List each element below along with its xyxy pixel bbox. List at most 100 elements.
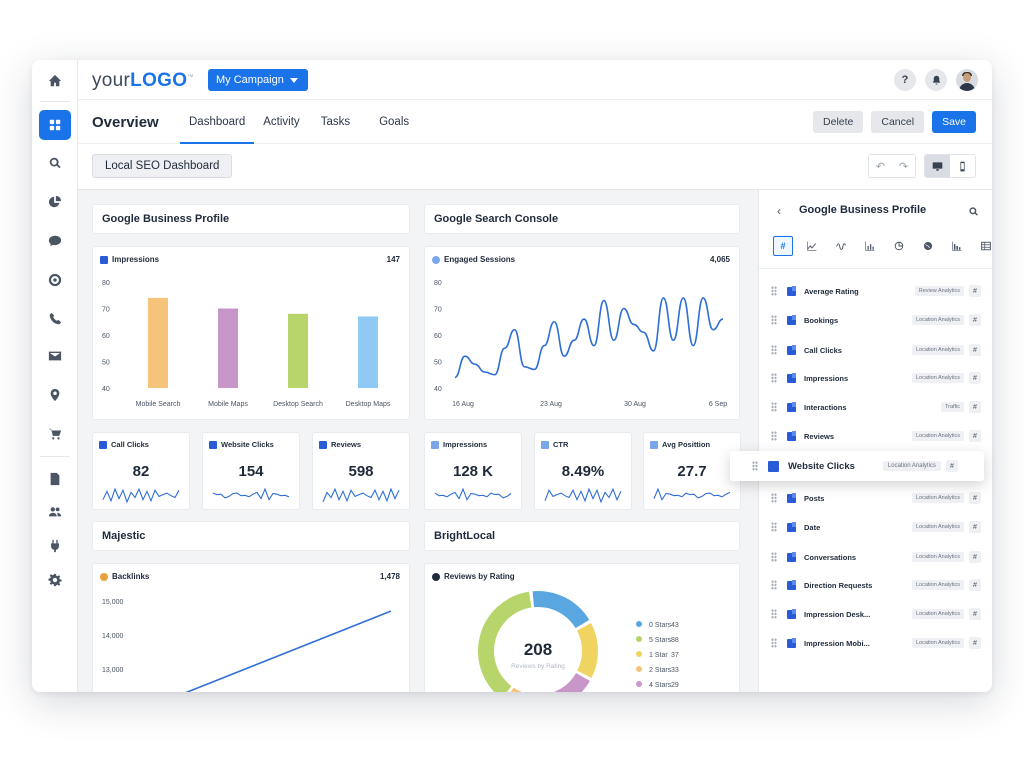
drag-handle-icon[interactable] <box>771 552 777 562</box>
pie-chart-icon[interactable] <box>39 187 71 217</box>
donut-slice[interactable] <box>478 591 532 692</box>
bar[interactable] <box>148 297 168 388</box>
series-line[interactable] <box>454 297 724 379</box>
metric-list-item[interactable]: Direction Requests Location Analytics # <box>771 574 981 596</box>
home-icon[interactable] <box>39 66 71 96</box>
bar[interactable] <box>358 316 378 388</box>
undo-icon[interactable]: ↶ <box>875 160 886 173</box>
metric-list-item[interactable]: Reviews Location Analytics # <box>771 425 981 447</box>
kpi-card[interactable]: Reviews 598 <box>312 432 410 510</box>
donut-slice[interactable] <box>505 687 553 692</box>
target-icon[interactable] <box>39 265 71 295</box>
metric-list-item[interactable]: Date Location Analytics # <box>771 516 981 538</box>
phone-icon[interactable] <box>39 304 71 334</box>
column-chart-icon[interactable] <box>947 236 967 256</box>
search-icon[interactable] <box>39 148 71 178</box>
kpi-card[interactable]: CTR 8.49% <box>534 432 632 510</box>
bar[interactable] <box>218 308 238 389</box>
notification-bell-icon[interactable] <box>925 69 947 91</box>
metric-list-item[interactable]: Impressions Location Analytics # <box>771 367 981 389</box>
avatar[interactable] <box>956 69 978 91</box>
impressions-chart-card[interactable]: Impressions 147 40 50 60 70 80 Mobile Search Mo… <box>92 246 410 420</box>
kpi-card[interactable]: Avg Posittion 27.7 <box>643 432 741 510</box>
drag-handle-icon[interactable] <box>771 493 777 503</box>
drag-handle-icon[interactable] <box>771 638 777 648</box>
section-title: Google Business Profile <box>102 213 230 225</box>
chat-icon[interactable] <box>39 226 71 256</box>
tab-goals[interactable]: Goals <box>379 116 410 128</box>
globe-icon[interactable] <box>918 236 938 256</box>
donut-slice[interactable] <box>552 673 590 692</box>
logo[interactable]: yourLOGO™ <box>92 70 194 92</box>
search-icon[interactable] <box>968 204 979 222</box>
plug-icon[interactable] <box>39 531 71 561</box>
report-icon[interactable] <box>39 464 71 494</box>
drag-handle-icon[interactable] <box>771 522 777 532</box>
bar[interactable] <box>288 313 308 388</box>
line-chart-icon[interactable] <box>802 236 822 256</box>
kpi-card[interactable]: Call Clicks 82 <box>92 432 190 510</box>
drag-handle-icon[interactable] <box>771 609 777 619</box>
gear-icon[interactable] <box>39 565 71 595</box>
dragged-metric-card[interactable]: Website Clicks Location Analytics # <box>730 451 984 481</box>
location-pin-icon[interactable] <box>39 380 71 410</box>
metric-list-item[interactable]: Bookings Location Analytics # <box>771 309 981 331</box>
metric-list-item[interactable]: Interactions Traffic # <box>771 396 981 418</box>
desktop-view-icon[interactable] <box>925 155 950 177</box>
donut-slice[interactable] <box>576 622 598 678</box>
kpi-sparkline <box>544 487 622 504</box>
mobile-view-icon[interactable] <box>950 155 975 177</box>
delete-button[interactable]: Delete <box>813 111 864 133</box>
chevron-left-icon[interactable]: ‹ <box>777 204 781 218</box>
help-button[interactable]: ? <box>894 69 916 91</box>
sparkline-icon[interactable] <box>831 236 851 256</box>
tab-dashboard[interactable]: Dashboard <box>180 100 255 144</box>
cancel-button[interactable]: Cancel <box>871 111 925 133</box>
drag-handle-icon[interactable] <box>771 373 777 383</box>
users-icon[interactable] <box>39 497 71 527</box>
save-button[interactable]: Save <box>932 111 976 133</box>
number-viz-icon[interactable]: # <box>773 236 793 256</box>
dashboard-grid-icon[interactable] <box>39 110 71 140</box>
kpi-label: Impressions <box>431 440 487 449</box>
gbp-icon <box>100 255 108 264</box>
metric-list-item[interactable]: Conversations Location Analytics # <box>771 546 981 568</box>
donut-slice[interactable] <box>532 591 590 629</box>
kpi-card[interactable]: Website Clicks 154 <box>202 432 300 510</box>
mail-icon[interactable] <box>39 341 71 371</box>
drag-handle-icon[interactable] <box>752 461 758 471</box>
series-line[interactable] <box>155 610 392 692</box>
redo-icon[interactable]: ↷ <box>898 160 909 173</box>
table-icon[interactable] <box>976 236 992 256</box>
campaign-dropdown[interactable]: My Campaign <box>208 69 308 91</box>
drag-handle-icon[interactable] <box>771 315 777 325</box>
legend-label: 1 Star <box>649 652 668 659</box>
metric-viz-badge: # <box>969 372 981 384</box>
metric-source-tag: Location Analytics <box>911 638 964 648</box>
logo-prefix: your <box>92 70 131 91</box>
drag-handle-icon[interactable] <box>771 580 777 590</box>
metrics-panel: ‹ Google Business Profile # Average Rati… <box>758 190 992 692</box>
pie-chart-icon[interactable] <box>889 236 909 256</box>
tab-tasks[interactable]: Tasks <box>320 116 351 128</box>
engaged-sessions-chart-card[interactable]: Engaged Sessions 4,065 40 50 60 70 80 16 Aug 23… <box>424 246 740 420</box>
drag-handle-icon[interactable] <box>771 402 777 412</box>
cart-icon[interactable] <box>39 419 71 449</box>
tab-activity[interactable]: Activity <box>263 116 300 128</box>
drag-handle-icon[interactable] <box>771 431 777 441</box>
drag-handle-icon[interactable] <box>771 286 777 296</box>
kpi-value: 128 K <box>452 463 494 480</box>
reviews-by-rating-card[interactable]: Reviews by Rating 208 Reviews by Rating 0 … <box>424 563 740 692</box>
bar-chart-icon[interactable] <box>860 236 880 256</box>
dashboard-name-field[interactable]: Local SEO Dashboard <box>92 154 233 178</box>
metric-list-item[interactable]: Impression Mobi... Location Analytics # <box>771 632 981 654</box>
kpi-card[interactable]: Impressions 128 K <box>424 432 522 510</box>
legend-label: 2 Stars <box>649 667 672 674</box>
metric-list-item[interactable]: Posts Location Analytics # <box>771 487 981 509</box>
metric-list-item[interactable]: Average Rating Review Analytics # <box>771 280 981 302</box>
metric-list-item[interactable]: Impression Desk... Location Analytics # <box>771 603 981 625</box>
drag-handle-icon[interactable] <box>771 345 777 355</box>
chart-total: 4,065 <box>709 255 730 264</box>
metric-list-item[interactable]: Call Clicks Location Analytics # <box>771 339 981 361</box>
